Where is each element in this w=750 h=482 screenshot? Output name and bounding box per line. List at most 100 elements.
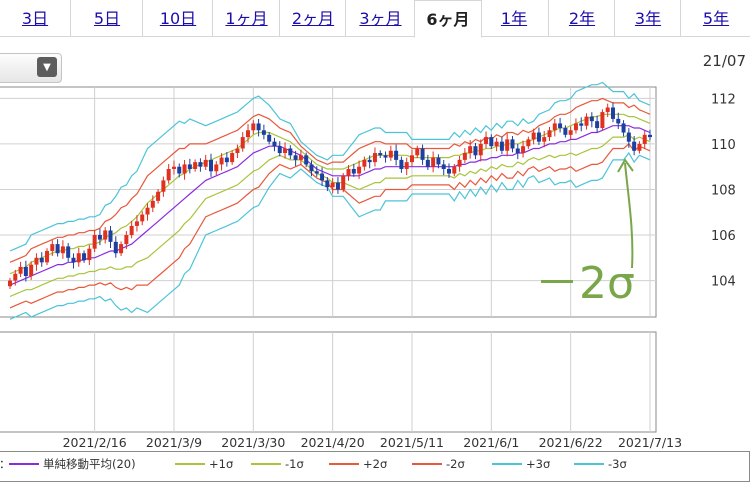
candle-body xyxy=(346,168,351,176)
candle-body xyxy=(372,153,377,163)
candle-body xyxy=(71,257,76,263)
tab-period-1[interactable]: 5日 xyxy=(70,0,143,36)
candle-body xyxy=(441,164,446,169)
candle-body xyxy=(87,248,92,261)
candle-body xyxy=(108,230,113,242)
candle-body xyxy=(166,168,171,181)
x-tick-label: 2021/6/1 xyxy=(463,435,519,450)
candle-body xyxy=(425,159,430,167)
legend-item: +2σ xyxy=(329,456,387,472)
legend-item: +3σ xyxy=(492,456,550,472)
y-tick-label: 112 xyxy=(711,92,736,107)
candle-body xyxy=(330,182,335,188)
candle-body xyxy=(637,143,642,151)
candle-body xyxy=(420,148,425,160)
series-line-3 xyxy=(9,97,651,263)
candle-body xyxy=(547,130,552,138)
candle-body xyxy=(447,168,452,174)
candle-body xyxy=(499,141,504,151)
legend-swatch xyxy=(175,462,205,465)
candle-body xyxy=(150,200,155,208)
candle-body xyxy=(277,146,282,154)
candle-body xyxy=(92,235,97,249)
candle-body xyxy=(335,182,340,190)
candle-body xyxy=(494,141,499,147)
candle-body xyxy=(484,137,489,144)
tab-period-10[interactable]: 5年 xyxy=(680,0,750,36)
candle-body xyxy=(452,166,457,174)
candle-body xyxy=(103,230,108,240)
candle-body xyxy=(256,123,261,131)
candle-body xyxy=(145,207,150,215)
annotation-arrowhead xyxy=(617,158,634,173)
candle-body xyxy=(66,246,71,258)
tab-period-7[interactable]: 1年 xyxy=(500,9,528,28)
chevron-down-icon[interactable]: ▼ xyxy=(37,57,57,77)
candle-body xyxy=(542,137,547,142)
candle-body xyxy=(246,130,251,138)
y-tick-label: 104 xyxy=(711,275,736,290)
legend-label: +1σ xyxy=(209,457,234,471)
candle-body xyxy=(642,134,647,144)
candle-body xyxy=(187,164,192,169)
candle-body xyxy=(521,146,526,154)
tab-period-0[interactable]: 3日 xyxy=(21,9,49,28)
candle-body xyxy=(399,159,404,169)
candle-body xyxy=(113,241,118,254)
candle-body xyxy=(182,164,187,174)
candle-body xyxy=(13,273,18,281)
candle-body xyxy=(648,134,652,138)
candle-body xyxy=(60,246,65,254)
candle-body xyxy=(82,253,87,261)
candle-body xyxy=(351,168,356,174)
candle-body xyxy=(579,123,584,126)
candle-body xyxy=(156,191,161,201)
x-tick-label: 2021/2/16 xyxy=(63,435,127,450)
tab-period-8[interactable]: 2年 xyxy=(548,0,615,36)
candle-body xyxy=(304,155,309,165)
header-date: 21/07 xyxy=(702,52,746,70)
candle-body xyxy=(325,180,330,188)
candle-body xyxy=(404,162,409,169)
candle-body xyxy=(18,266,23,274)
tab-period-5[interactable]: 3ヶ月 xyxy=(345,0,415,36)
legend-label: -1σ xyxy=(285,457,304,471)
chart-type-dropdown[interactable]: ▼ xyxy=(0,53,62,83)
candle-body xyxy=(415,148,420,156)
series-line-2 xyxy=(9,134,651,298)
tab-period-6[interactable]: 6ヶ月 xyxy=(414,0,482,38)
candle-body xyxy=(367,159,372,163)
tab-period-9[interactable]: 3年 xyxy=(614,0,681,36)
candle-body xyxy=(362,159,367,167)
legend-label: -2σ xyxy=(446,457,465,471)
candle-body xyxy=(219,157,224,165)
legend-label: 単純移動平均(20) xyxy=(43,457,136,471)
candle-body xyxy=(272,141,277,147)
candle-body xyxy=(8,280,12,287)
period-tab-bar: 3日 5日 10日 1ヶ月 2ヶ月 3ヶ月 6ヶ月 1年 2年 3年 5年 xyxy=(0,0,750,38)
candle-body xyxy=(563,127,568,135)
candle-body xyxy=(235,148,240,154)
legend-item: -1σ xyxy=(251,456,304,472)
candle-body xyxy=(230,153,235,163)
legend-prefix: ： xyxy=(0,457,11,471)
tab-period-3[interactable]: 1ヶ月 xyxy=(212,0,280,36)
y-tick-label: 108 xyxy=(711,183,736,198)
candle-body xyxy=(134,221,139,226)
tab-period-2[interactable]: 10日 xyxy=(142,0,213,36)
candle-body xyxy=(214,164,219,172)
y-tick-label: 106 xyxy=(711,229,736,244)
candle-body xyxy=(97,235,102,240)
annotation-label: －2σ xyxy=(535,258,635,309)
candle-body xyxy=(409,155,414,163)
y-tick-label: 110 xyxy=(711,138,736,153)
candle-body xyxy=(23,266,28,277)
candle-body xyxy=(357,166,362,174)
legend-swatch xyxy=(492,462,522,465)
candle-body xyxy=(198,162,203,167)
candle-body xyxy=(457,159,462,167)
annotation-arrow xyxy=(624,162,634,269)
tab-period-4[interactable]: 2ヶ月 xyxy=(279,0,346,36)
candle-body xyxy=(526,139,531,147)
candle-body xyxy=(283,148,288,154)
